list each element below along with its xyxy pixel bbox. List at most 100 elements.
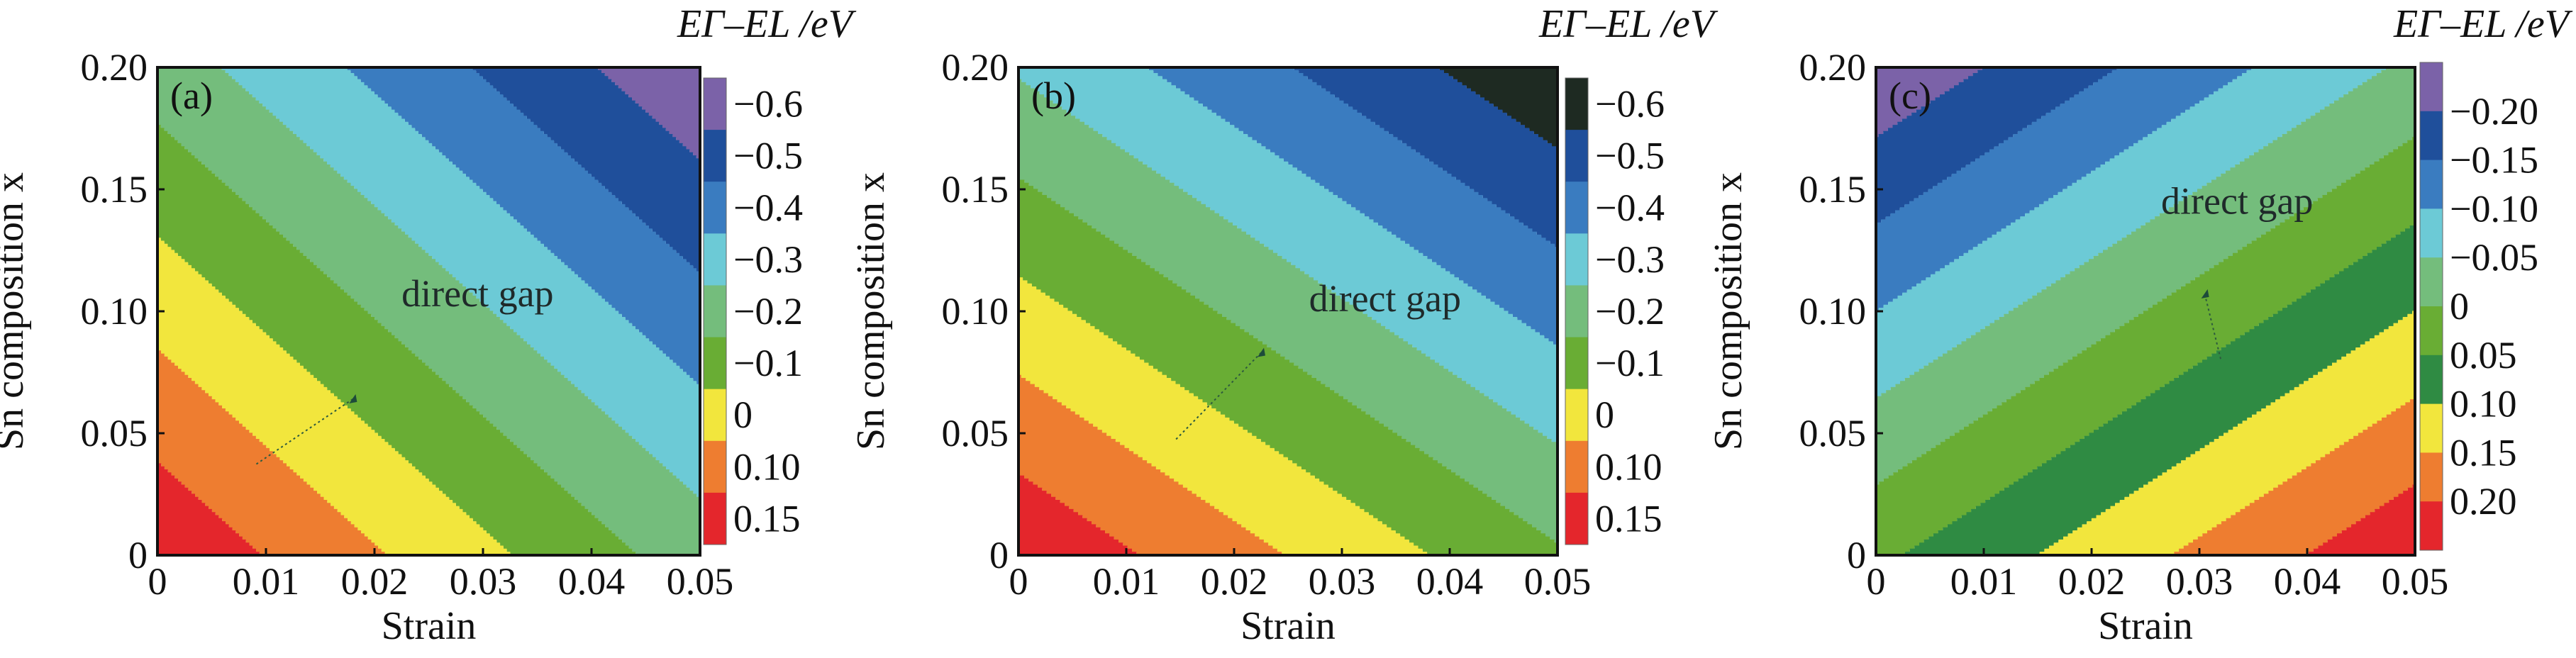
colorbar-segment — [2420, 306, 2443, 356]
annotation-arrowhead — [2201, 289, 2209, 299]
contour-field — [157, 67, 700, 555]
x-tick-label: 0.05 — [2382, 560, 2449, 603]
x-tick-label: 0.02 — [2058, 560, 2126, 603]
colorbar-segment — [2420, 160, 2443, 209]
x-axis-label: Strain — [382, 604, 477, 648]
x-tick-label: 0.02 — [341, 560, 409, 603]
y-tick-label: 0.10 — [81, 290, 148, 333]
colorbar: −0.20 −0.15 −0.10 −0.05 0 0.05 0.10 0.15 0.20 EΓ–… — [2393, 2, 2573, 551]
colorbar-segment — [1565, 285, 1588, 338]
colorbar: −0.6 −0.5 −0.4 −0.3 −0.2 −0.1 0 0.10 0.15 EΓ–EL /… — [1538, 2, 1719, 545]
colorbar-segment — [1565, 389, 1588, 442]
colorbar-label: 0.20 — [2450, 480, 2517, 523]
colorbar-label: 0 — [733, 394, 753, 436]
colorbar-label: −0.10 — [2450, 187, 2538, 230]
y-tick-label: 0.15 — [1799, 168, 1867, 211]
x-tick-label: 0.01 — [1950, 560, 2018, 603]
x-tick-label: 0.05 — [1524, 560, 1592, 603]
y-tick-label: 0.20 — [1799, 46, 1867, 89]
colorbar-segment — [2420, 257, 2443, 307]
x-tick-label: 0.05 — [667, 560, 734, 603]
colorbar-segment — [1565, 440, 1588, 494]
annotation-text: direct gap — [1309, 277, 1461, 320]
colorbar-label: −0.3 — [733, 238, 803, 281]
x-tick-label: 0 — [1867, 560, 1886, 603]
x-tick-label: 0.02 — [1201, 560, 1268, 603]
contour-band — [1018, 374, 1282, 555]
colorbar-segment — [704, 440, 726, 494]
annotation-line — [1174, 352, 1262, 442]
contour-band — [1294, 67, 1558, 248]
contour-band — [157, 234, 511, 555]
contour-band — [2174, 396, 2415, 555]
colorbar-frame — [1565, 77, 1589, 545]
contour-field — [1018, 67, 1558, 555]
colorbar-segment — [2420, 111, 2443, 161]
panel-b: direct gap(b)0 0.01 0.02 0.03 0.04 0.0500.050… — [849, 2, 1719, 648]
colorbar-segment — [2420, 208, 2443, 258]
colorbar-label: −0.1 — [1595, 342, 1665, 384]
x-tick-label: 0.04 — [1416, 560, 1484, 603]
colorbar-title: EΓ–EL /eV — [1538, 2, 1719, 46]
y-tick-label: 0.05 — [81, 412, 148, 455]
colorbar-label: 0.10 — [1595, 445, 1662, 488]
colorbar-label: −0.15 — [2450, 139, 2538, 182]
colorbar-label: 0.15 — [733, 497, 801, 540]
y-tick-label: 0.05 — [1799, 412, 1867, 455]
colorbar-label: −0.1 — [733, 342, 803, 384]
colorbar-segment — [1565, 233, 1588, 286]
colorbar-label: −0.6 — [1595, 83, 1665, 126]
contour-band — [1018, 472, 1137, 555]
colorbar-segment — [2420, 403, 2443, 453]
colorbar-segment — [1565, 182, 1588, 234]
y-tick-label: 0.20 — [81, 46, 148, 89]
x-tick-label: 0 — [1009, 560, 1028, 603]
y-axis-label: Sn composition x — [849, 172, 893, 450]
colorbar-frame — [2419, 62, 2443, 551]
panel-label: (a) — [170, 74, 213, 117]
y-tick-label: 0 — [1847, 534, 1866, 576]
colorbar-label: −0.2 — [1595, 290, 1665, 333]
annotation-arrowhead — [1258, 347, 1265, 357]
colorbar-label: −0.2 — [733, 290, 803, 333]
y-tick-label: 0.10 — [942, 290, 1009, 333]
colorbar-label: 0 — [2450, 285, 2469, 328]
colorbar-segment — [704, 389, 726, 442]
x-axis-label: Strain — [2098, 604, 2193, 648]
colorbar-title: EΓ–EL /eV — [2393, 2, 2573, 46]
x-tick-label: 0.01 — [233, 560, 300, 603]
colorbar-label: 0 — [1595, 394, 1614, 436]
x-axis-label: Strain — [1240, 604, 1336, 648]
colorbar-segment — [2420, 355, 2443, 405]
colorbar: −0.6 −0.5 −0.4 −0.3 −0.2 −0.1 0 0.10 0.15 EΓ–EL /… — [677, 2, 857, 545]
colorbar-segment — [1565, 130, 1588, 182]
colorbar-label: −0.5 — [1595, 135, 1665, 177]
colorbar-label: 0.05 — [2450, 334, 2517, 377]
panel-label: (b) — [1031, 74, 1076, 117]
annotation-text: direct gap — [2161, 179, 2313, 222]
x-tick-label: 0.03 — [450, 560, 517, 603]
annotation-arrowhead — [349, 394, 357, 403]
contour-band — [1439, 67, 1558, 150]
y-tick-label: 0 — [128, 534, 148, 576]
colorbar-segment — [704, 182, 726, 234]
y-tick-label: 0.10 — [1799, 290, 1867, 333]
colorbar-label: −0.05 — [2450, 236, 2538, 279]
colorbar-label: −0.4 — [733, 186, 803, 229]
contour-band — [1905, 222, 2415, 555]
panel-c: direct gap(c)0 0.01 0.02 0.03 0.04 0.0500.050… — [1706, 2, 2573, 648]
contour-band — [1876, 137, 2415, 555]
contour-band — [157, 460, 260, 555]
colorbar-segment — [704, 78, 726, 130]
contour-band — [1148, 67, 1558, 345]
contour-field — [1876, 67, 2415, 555]
colorbar-segment — [2420, 501, 2443, 551]
colorbar-segment — [704, 337, 726, 390]
colorbar-segment — [2420, 62, 2443, 112]
colorbar-segment — [1565, 492, 1588, 545]
annotation-text: direct gap — [401, 272, 553, 315]
y-axis-label: Sn composition x — [1706, 172, 1750, 450]
colorbar-frame — [703, 77, 727, 545]
colorbar-label: −0.6 — [733, 83, 803, 126]
